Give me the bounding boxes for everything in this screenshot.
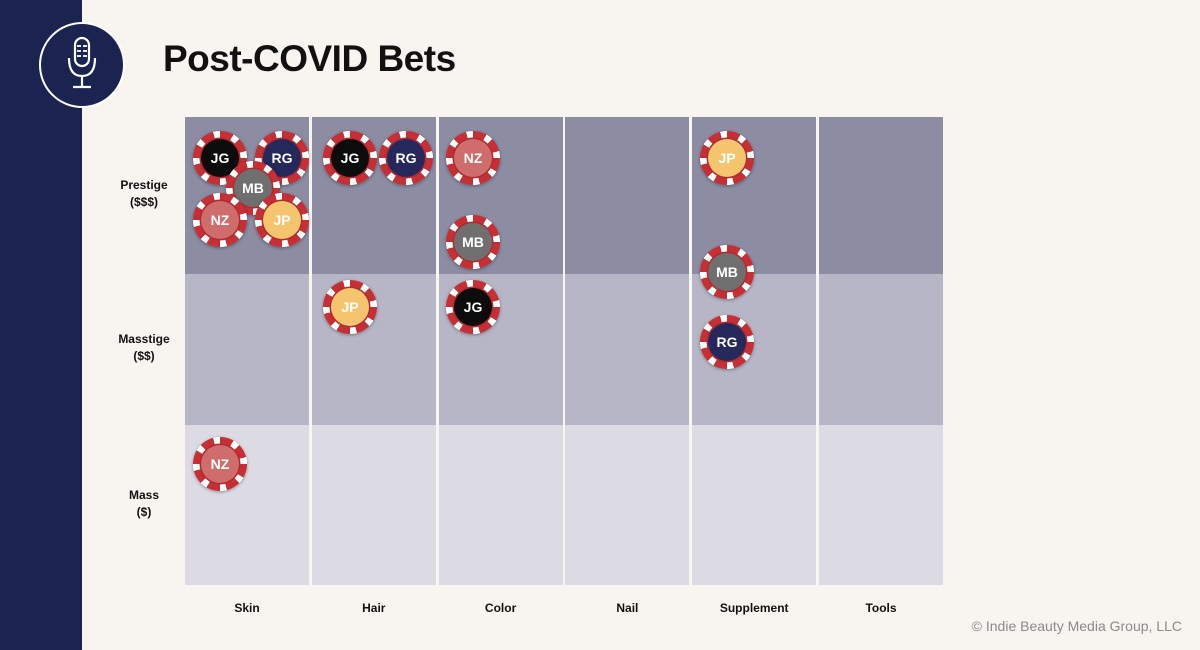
column-label-color: Color xyxy=(484,601,517,615)
chip-rg: RG xyxy=(255,131,309,185)
cell-tools-masstige xyxy=(819,274,943,425)
column-label-tools: Tools xyxy=(865,601,897,615)
slide-title: Post-COVID Bets xyxy=(163,38,456,79)
cell-hair-mass xyxy=(311,425,436,585)
cell-skin-masstige xyxy=(185,274,309,425)
chip-initials: MB xyxy=(708,253,746,291)
chip-nz: NZ xyxy=(193,193,247,247)
copyright-notice: © Indie Beauty Media Group, LLC xyxy=(971,618,1182,634)
row-label-name: Prestige xyxy=(120,178,168,192)
cell-tools-prestige xyxy=(819,117,943,274)
chip-mb: MB xyxy=(446,215,500,269)
chip-initials: NZ xyxy=(201,201,239,239)
row-label-masstige: Masstige ($$) xyxy=(94,331,194,365)
row-label-mass: Mass ($) xyxy=(94,487,194,521)
column-label-nail: Nail xyxy=(616,601,639,615)
chip-jp: JP xyxy=(700,131,754,185)
chip-initials: JP xyxy=(331,288,369,326)
chip-jp: JP xyxy=(323,280,377,334)
row-label-price: ($) xyxy=(136,505,152,519)
chip-jp: JP xyxy=(255,193,309,247)
chip-rg: RG xyxy=(700,315,754,369)
chip-jg: JG xyxy=(193,131,247,185)
chip-initials: RG xyxy=(708,323,746,361)
chip-rg: RG xyxy=(379,131,433,185)
column-label-skin: Skin xyxy=(234,601,260,615)
chip-initials: JP xyxy=(263,201,301,239)
cell-tools-mass xyxy=(819,425,943,585)
chip-nz: NZ xyxy=(446,131,500,185)
chip-initials: NZ xyxy=(454,139,492,177)
row-label-price: ($$$) xyxy=(129,195,158,209)
chip-initials: JG xyxy=(454,288,492,326)
chip-initials: JG xyxy=(331,139,369,177)
sidebar-band xyxy=(0,0,82,650)
category-price-matrix xyxy=(185,117,943,585)
row-label-price: ($$) xyxy=(133,349,155,363)
chip-initials: JG xyxy=(201,139,239,177)
cell-nail-masstige xyxy=(565,274,690,425)
chip-nz: NZ xyxy=(193,437,247,491)
column-label-supplement: Supplement xyxy=(719,601,789,615)
chip-jg: JG xyxy=(323,131,377,185)
cell-nail-mass xyxy=(565,425,690,585)
row-label-prestige: Prestige ($$$) xyxy=(94,177,194,211)
podcast-badge xyxy=(39,22,125,108)
chip-initials: MB xyxy=(454,223,492,261)
row-label-name: Mass xyxy=(128,488,160,502)
cell-color-mass xyxy=(438,425,563,585)
chip-initials: NZ xyxy=(201,445,239,483)
cell-nail-prestige xyxy=(565,117,690,274)
chip-jg: JG xyxy=(446,280,500,334)
chip-initials: RG xyxy=(387,139,425,177)
microphone-icon xyxy=(67,36,97,89)
column-label-hair: Hair xyxy=(362,601,386,615)
row-label-name: Masstige xyxy=(118,332,170,346)
chip-mb: MB xyxy=(700,245,754,299)
cell-supplement-mass xyxy=(692,425,817,585)
chip-initials: JP xyxy=(708,139,746,177)
